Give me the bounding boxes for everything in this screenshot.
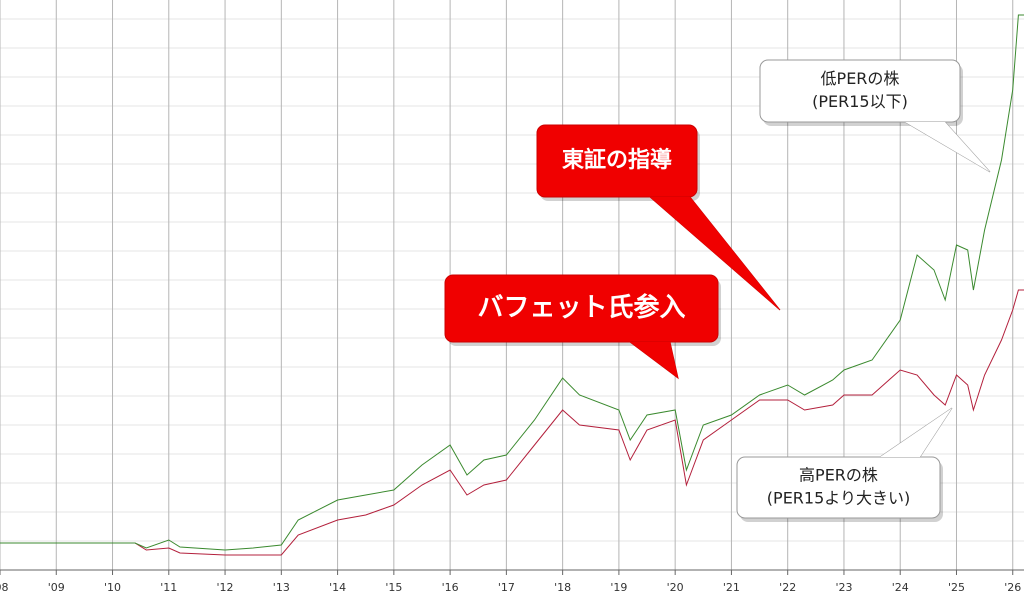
series-line — [0, 14, 1024, 551]
callout-box — [759, 59, 961, 123]
callout-box — [536, 124, 698, 198]
annotation-text: 東証の指導 — [562, 147, 672, 173]
annotation-text: 低PERの株 — [821, 69, 900, 88]
x-tick-label: '16 — [442, 581, 459, 594]
x-tick-label: '19 — [610, 581, 627, 594]
callout-tail — [880, 408, 952, 457]
callout: バフェット氏参入 — [444, 274, 721, 380]
x-tick-label: '08 — [0, 581, 9, 594]
x-tick-label: '09 — [48, 581, 65, 594]
callout: 高PERの株 (PER15より大きい) — [736, 407, 953, 522]
callout-box — [736, 456, 941, 519]
series-line — [0, 289, 1024, 556]
callout: 東証の指導 — [536, 124, 781, 311]
callout-tail — [650, 197, 780, 310]
annotation-text: バフェット氏参入 — [477, 292, 685, 323]
callout: 低PERの株 (PER15以下) — [759, 59, 991, 173]
x-tick-label: '20 — [667, 581, 684, 594]
x-tick-label: '18 — [554, 581, 571, 594]
x-tick-label: '11 — [160, 581, 177, 594]
callout-tail — [905, 122, 990, 172]
x-tick-label: '25 — [948, 581, 965, 594]
x-tick-label: '21 — [723, 581, 740, 594]
x-tick-label: '23 — [835, 581, 852, 594]
annotation-text: (PER15以下) — [812, 92, 908, 111]
callout-tail — [630, 342, 678, 378]
x-tick-label: '17 — [498, 581, 515, 594]
x-tick-label: '15 — [385, 581, 402, 594]
x-tick-label: '12 — [217, 581, 234, 594]
callout-box — [444, 274, 719, 343]
annotation-text: 高PERの株 — [799, 465, 878, 484]
x-tick-label: '22 — [779, 581, 796, 594]
x-tick-label: '26 — [1004, 581, 1021, 594]
x-tick-label: '13 — [273, 581, 290, 594]
annotation-text: (PER15より大きい) — [767, 489, 910, 508]
x-tick-label: '14 — [329, 581, 346, 594]
x-tick-label: '24 — [892, 581, 909, 594]
x-tick-label: '10 — [104, 581, 121, 594]
